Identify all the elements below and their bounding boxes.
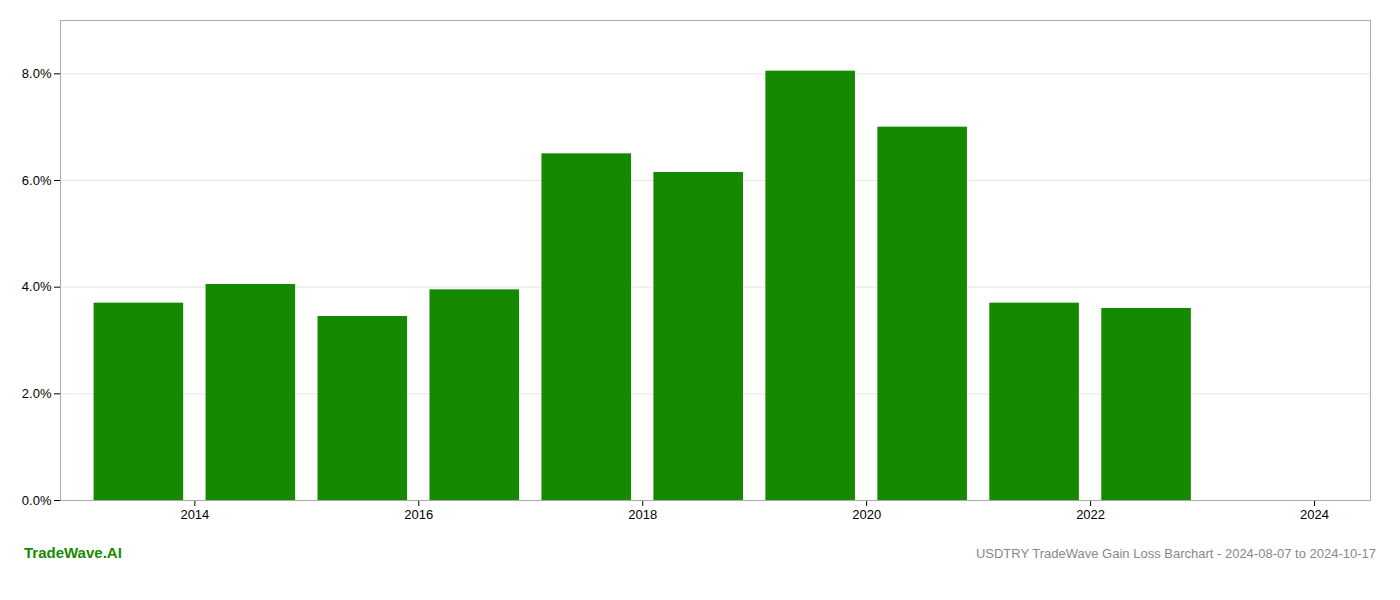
svg-text:2016: 2016	[404, 507, 433, 522]
svg-text:8.0%: 8.0%	[22, 66, 52, 81]
svg-text:4.0%: 4.0%	[22, 279, 52, 294]
svg-text:0.0%: 0.0%	[22, 493, 52, 508]
svg-text:2018: 2018	[628, 507, 657, 522]
html-text:USDTRY TradeWave Gain Loss Bar: USDTRY TradeWave Gain Loss Barchart - 20…	[975, 546, 1376, 561]
svg-text:2014: 2014	[180, 507, 209, 522]
svg-text:2020: 2020	[852, 507, 881, 522]
html-text:TradeWave.AI: TradeWave.AI	[24, 544, 122, 561]
svg-text:2022: 2022	[1076, 507, 1105, 522]
svg-text:2024: 2024	[1300, 507, 1329, 522]
svg-text:2.0%: 2.0%	[22, 386, 52, 401]
svg-text:6.0%: 6.0%	[22, 173, 52, 188]
